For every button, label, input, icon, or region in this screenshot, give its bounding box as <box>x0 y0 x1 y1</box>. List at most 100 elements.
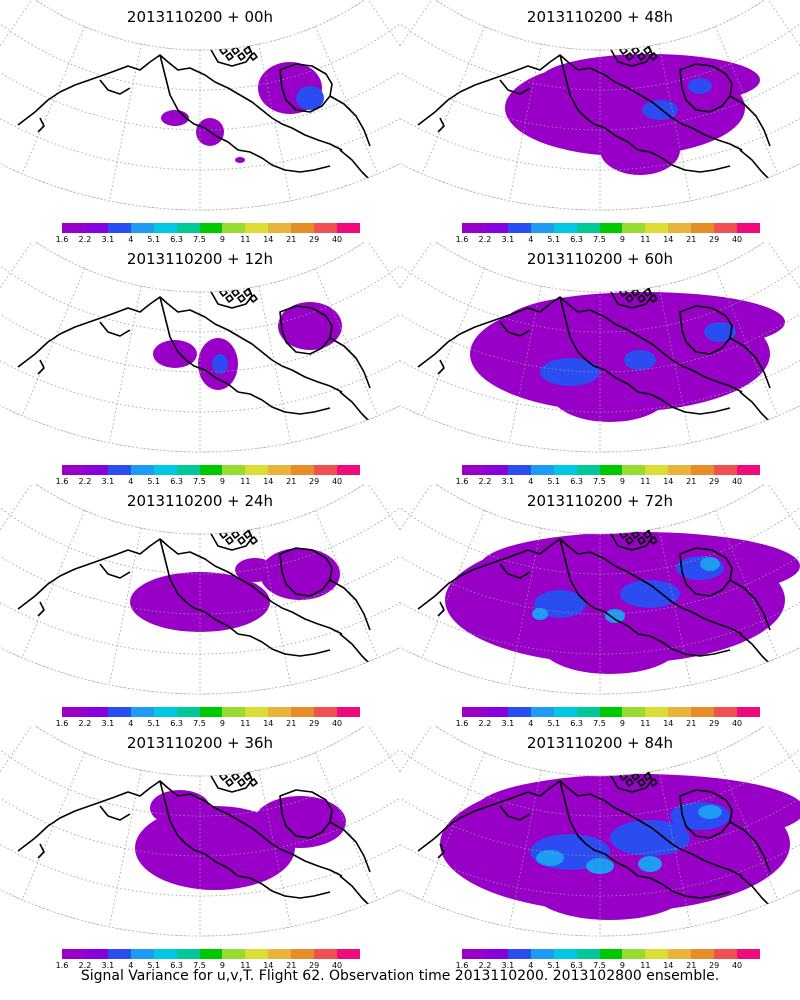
colorbar-swatch <box>553 465 577 475</box>
colorbar-swatch <box>530 707 554 717</box>
colorbar-swatch <box>507 223 531 233</box>
colorbar-swatch <box>62 707 85 717</box>
colorbar-swatch <box>199 223 223 233</box>
colorbar-swatch <box>622 707 646 717</box>
colorbar-label: 2.2 <box>78 961 92 970</box>
colorbar-swatch <box>314 465 338 475</box>
colorbar-label: 14 <box>663 235 674 244</box>
coastline <box>17 763 373 909</box>
colorbar-label: 11 <box>640 235 651 244</box>
polar-map <box>0 726 400 937</box>
polar-map <box>400 726 800 937</box>
colorbar-label: 14 <box>663 961 674 970</box>
colorbar-swatch <box>484 707 508 717</box>
panel-title: 2013110200 + 36h <box>126 734 274 752</box>
colorbar-swatch <box>84 223 108 233</box>
colorbar-label: 21 <box>286 477 297 486</box>
colorbar-swatch <box>222 465 246 475</box>
colorbar-label: 5.1 <box>147 477 161 486</box>
colorbar-label: 6.3 <box>570 235 583 244</box>
colorbar-swatch <box>314 707 338 717</box>
colorbar-swatch <box>737 465 760 475</box>
colorbar-swatch <box>199 465 223 475</box>
colorbar-label: 40 <box>731 477 743 486</box>
colorbar-label: 14 <box>263 477 274 486</box>
colorbar-label: 3.1 <box>101 719 115 728</box>
polar-map <box>0 0 400 211</box>
colorbar-label: 2.2 <box>478 719 492 728</box>
colorbar-label: 21 <box>286 235 297 244</box>
colorbar-swatch <box>622 949 646 959</box>
variance-field <box>135 790 346 890</box>
colorbar <box>62 707 360 717</box>
map-panel: 2013110200 + 00h 1.6 2.2 3.1 4 5.1 6.3 7.5 9 11 14… <box>0 0 400 250</box>
colorbar-label: 1.6 <box>455 235 469 244</box>
colorbar-swatch <box>691 707 715 717</box>
colorbar <box>462 707 760 717</box>
colorbar-swatch <box>176 223 200 233</box>
coastline <box>417 521 773 667</box>
variance-field <box>505 54 760 175</box>
map-panel: 2013110200 + 36h 1.6 2.2 3.1 4 5.1 6.3 7.5 9 11 14… <box>0 726 400 976</box>
colorbar-labels: 1.6 2.2 3.1 4 5.1 6.3 7.5 9 11 14 21 29 40 <box>456 477 760 489</box>
coastline <box>417 279 773 425</box>
colorbar-swatch <box>737 949 760 959</box>
map-panel: 2013110200 + 24h 1.6 2.2 3.1 4 5.1 6.3 7.5 9 11 14… <box>0 484 400 734</box>
colorbar <box>462 223 760 233</box>
colorbar-label: 21 <box>686 961 697 970</box>
figure-caption: Signal Variance for u,v,T. Flight 62. Ob… <box>80 968 720 984</box>
colorbar-swatch <box>337 707 360 717</box>
graticule <box>0 242 400 453</box>
colorbar-label: 5.1 <box>547 719 561 728</box>
colorbar-swatch <box>268 949 292 959</box>
colorbar-swatch <box>668 223 692 233</box>
variance-field <box>161 62 324 163</box>
map-panel: 2013110200 + 48h 1.6 2.2 3.1 4 5.1 6.3 7.5 9 11 14… <box>400 0 800 250</box>
colorbar-label: 3.1 <box>501 477 515 486</box>
colorbar-swatch <box>507 465 531 475</box>
colorbar-swatch <box>737 707 760 717</box>
colorbar-label: 6.3 <box>570 719 583 728</box>
colorbar-label: 40 <box>331 235 343 244</box>
panel-title: 2013110200 + 72h <box>526 492 674 510</box>
colorbar-label: 29 <box>709 961 720 970</box>
colorbar-swatch <box>622 465 646 475</box>
colorbar-swatch <box>462 949 485 959</box>
colorbar-swatch <box>62 223 85 233</box>
colorbar-swatch <box>668 465 692 475</box>
colorbar-swatch <box>599 949 623 959</box>
colorbar <box>62 949 360 959</box>
colorbar-label: 1.6 <box>55 235 69 244</box>
panel-title: 2013110200 + 12h <box>126 250 274 268</box>
colorbar-label: 7.5 <box>193 235 206 244</box>
colorbar-label: 9 <box>219 477 225 486</box>
colorbar-label: 7.5 <box>593 235 606 244</box>
colorbar-label: 29 <box>309 719 320 728</box>
colorbar-label: 1.6 <box>55 961 69 970</box>
variance-field <box>130 548 340 632</box>
colorbar-label: 1.6 <box>455 477 469 486</box>
colorbar-swatch <box>714 465 738 475</box>
colorbar-label: 9 <box>619 961 625 970</box>
colorbar-swatch <box>714 223 738 233</box>
colorbar-swatch <box>176 707 200 717</box>
colorbar-swatch <box>107 465 131 475</box>
colorbar-label: 1.6 <box>455 719 469 728</box>
colorbar-label: 3.1 <box>501 235 515 244</box>
variance-field <box>440 774 800 920</box>
colorbar-swatch <box>645 465 669 475</box>
map-panel: 2013110200 + 72h 1.6 2.2 3.1 4 5.1 6.3 7.5 9 11 14… <box>400 484 800 734</box>
colorbar-swatch <box>268 223 292 233</box>
colorbar-label: 21 <box>686 477 697 486</box>
colorbar-labels: 1.6 2.2 3.1 4 5.1 6.3 7.5 9 11 14 21 29 40 <box>56 719 360 731</box>
colorbar-label: 9 <box>619 719 625 728</box>
colorbar-swatch <box>576 223 600 233</box>
colorbar-label: 1.6 <box>55 719 69 728</box>
colorbar-swatch <box>484 949 508 959</box>
colorbar-swatch <box>84 465 108 475</box>
coastline <box>17 279 373 425</box>
colorbar-swatch <box>462 223 485 233</box>
variance-field <box>445 532 800 674</box>
colorbar-swatch <box>222 707 246 717</box>
colorbar-swatch <box>291 707 315 717</box>
